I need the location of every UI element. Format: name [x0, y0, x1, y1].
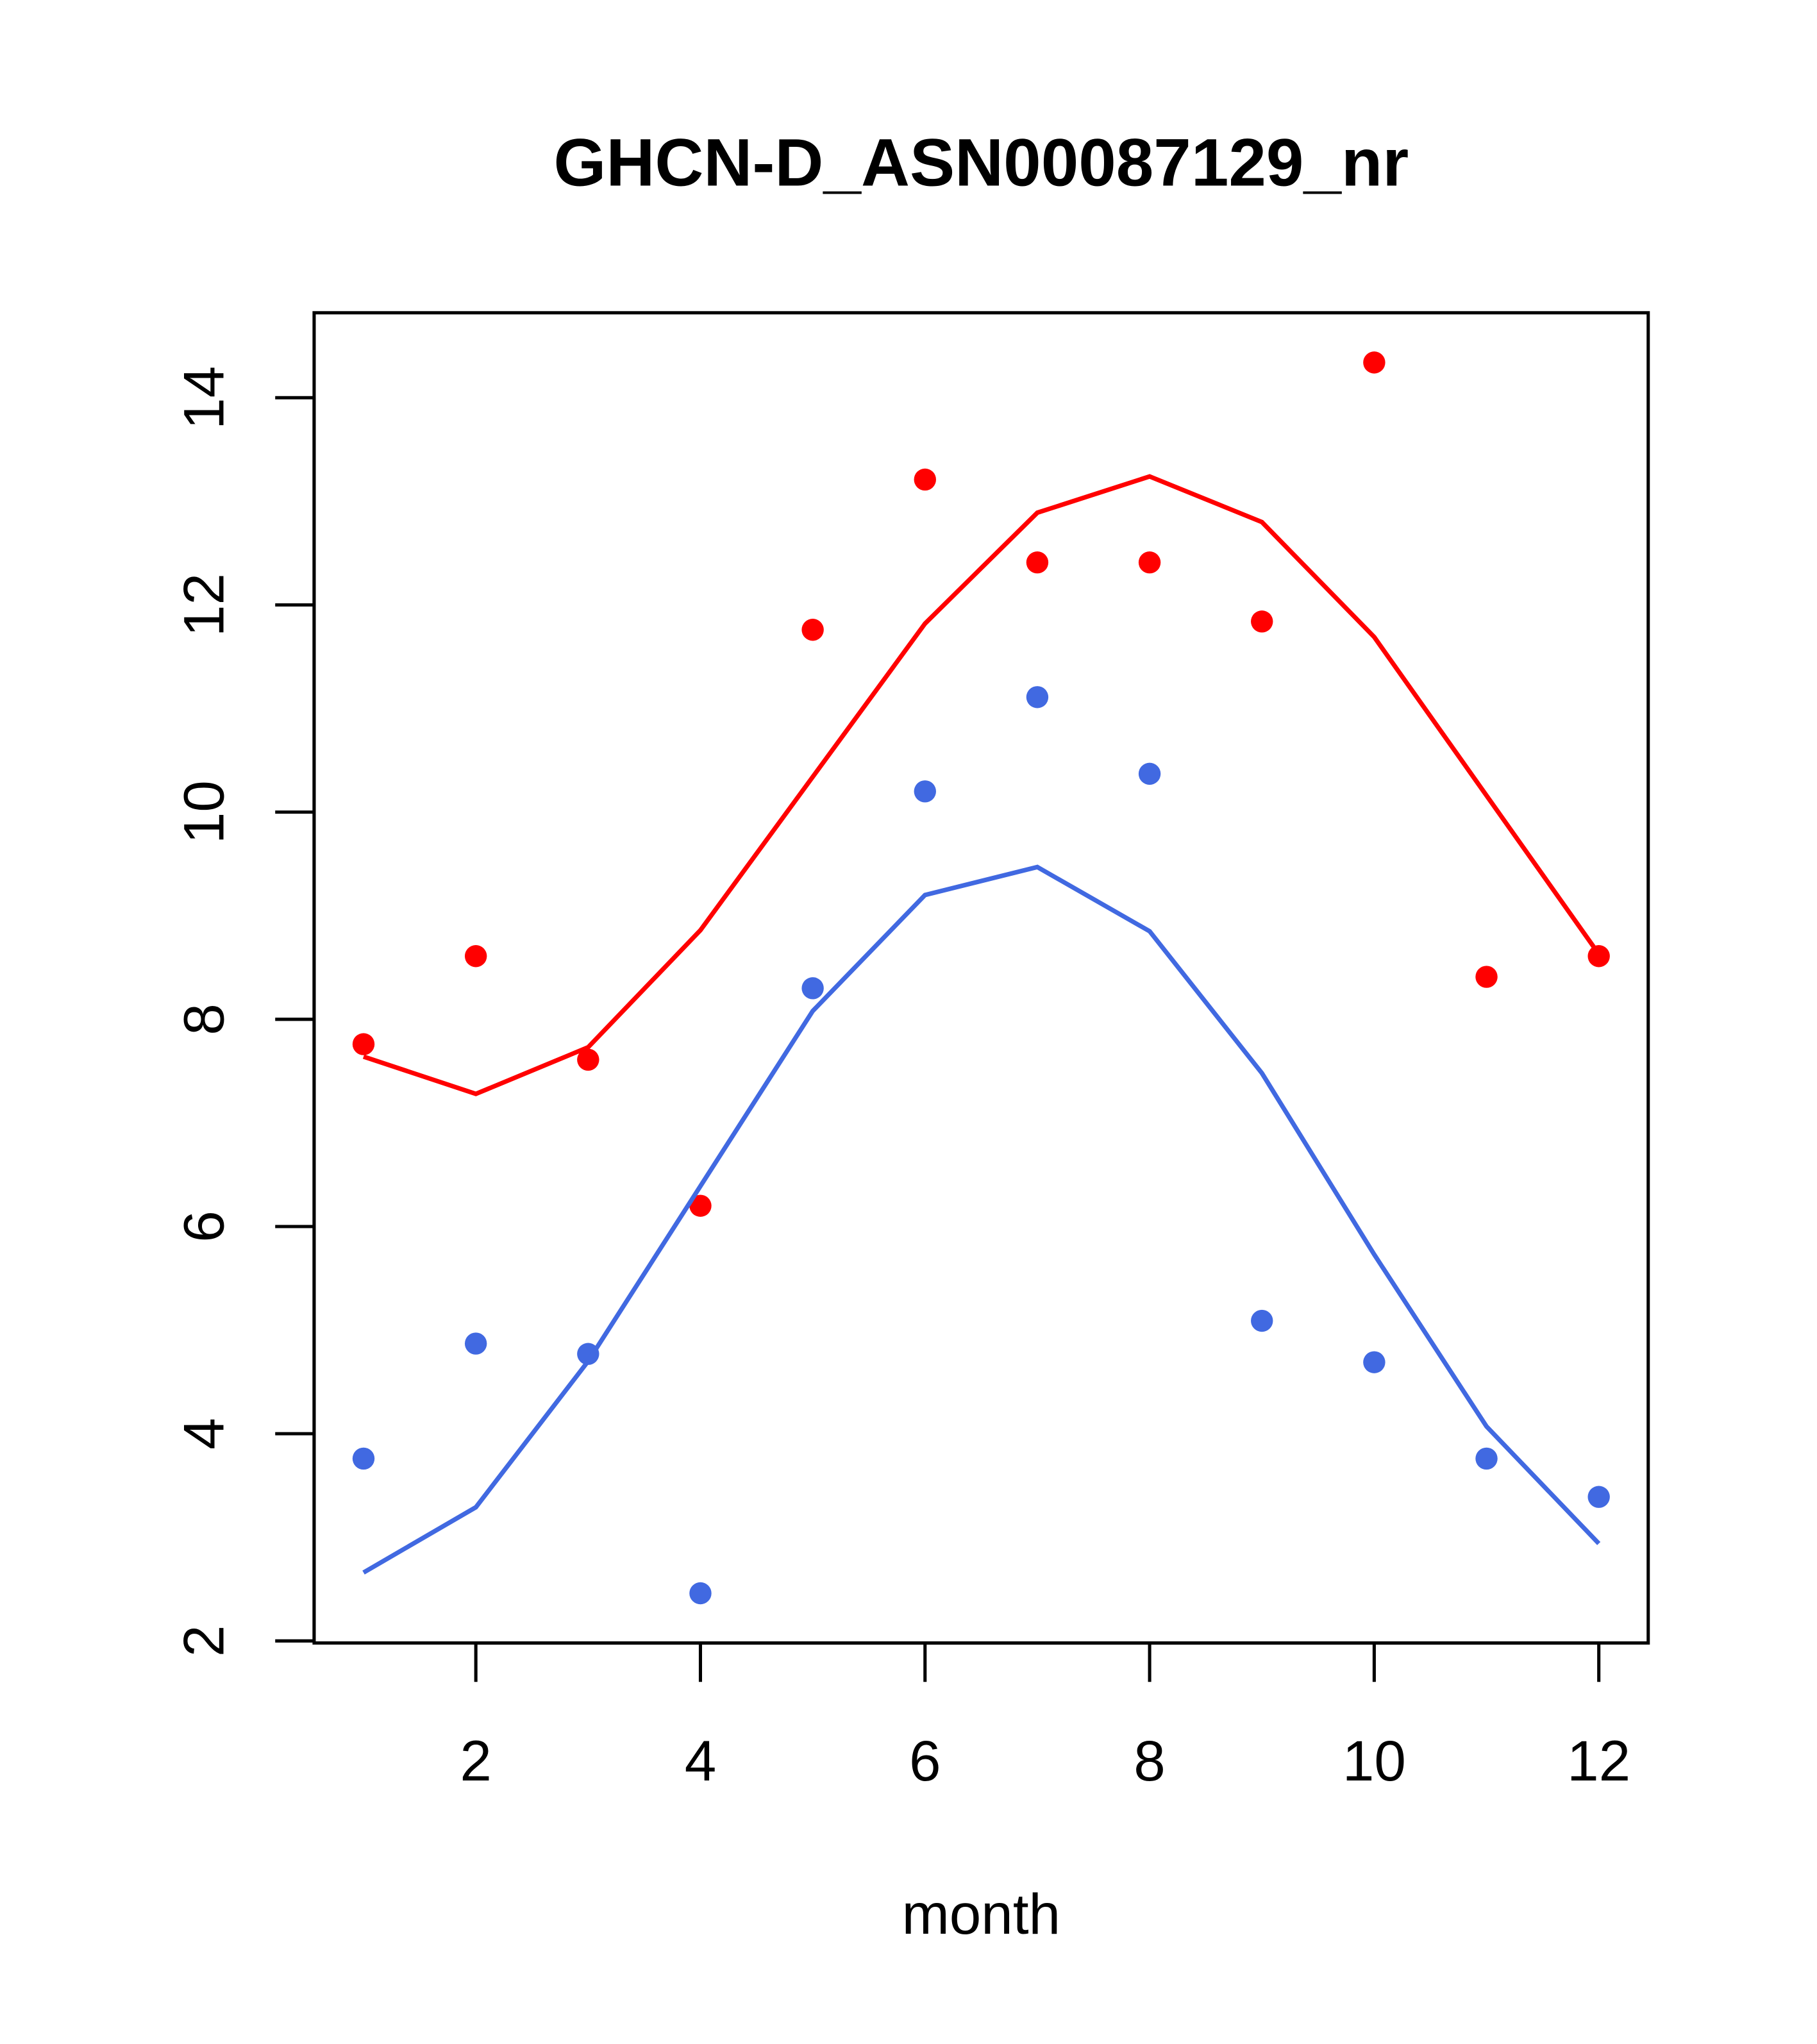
x-tick-label: 12 — [1567, 1729, 1630, 1793]
y-tick-label: 6 — [171, 1210, 235, 1243]
chart-title: GHCN-D_ASN00087129_nr — [553, 125, 1409, 200]
y-axis: 2 4 6 8 10 12 14 — [171, 366, 316, 1657]
blue-line — [362, 864, 1601, 1575]
red-point — [801, 619, 824, 641]
red-point — [464, 945, 487, 968]
red-point — [1026, 551, 1049, 574]
blue-point — [464, 1332, 487, 1355]
y-tick-label: 2 — [171, 1625, 235, 1657]
red-point — [1138, 551, 1161, 574]
blue-point — [1475, 1447, 1498, 1470]
blue-point — [1363, 1351, 1386, 1373]
blue-point — [352, 1447, 375, 1470]
red-point — [914, 468, 936, 491]
red-line — [362, 474, 1601, 1096]
x-tick-label: 4 — [685, 1729, 717, 1793]
x-tick-label: 2 — [460, 1729, 492, 1793]
series-layer — [352, 351, 1610, 1605]
x-tick-label: 6 — [909, 1729, 941, 1793]
y-tick-label: 14 — [171, 366, 235, 430]
y-tick-label: 8 — [171, 1003, 235, 1035]
blue-point — [1251, 1309, 1273, 1332]
red-point — [1251, 610, 1273, 633]
red-point — [1587, 945, 1610, 968]
x-tick-label: 10 — [1343, 1729, 1406, 1793]
red-point — [577, 1048, 599, 1071]
red-point — [1363, 351, 1386, 374]
plot-box — [312, 311, 1650, 1645]
y-tick-label: 4 — [171, 1418, 235, 1450]
blue-point — [914, 780, 936, 803]
blue-point — [1026, 686, 1049, 708]
red-point — [352, 1033, 375, 1055]
blue-point — [801, 977, 824, 1000]
blue-point — [1138, 762, 1161, 785]
blue-point — [689, 1582, 712, 1605]
x-axis: 2 4 6 8 10 12 — [460, 1641, 1630, 1793]
red-point — [689, 1194, 712, 1217]
x-axis-label: month — [902, 1882, 1061, 1946]
x-tick-label: 8 — [1134, 1729, 1166, 1793]
blue-point — [1587, 1486, 1610, 1508]
red-point — [1475, 966, 1498, 988]
y-tick-label: 12 — [171, 573, 235, 637]
y-tick-label: 10 — [171, 780, 235, 844]
